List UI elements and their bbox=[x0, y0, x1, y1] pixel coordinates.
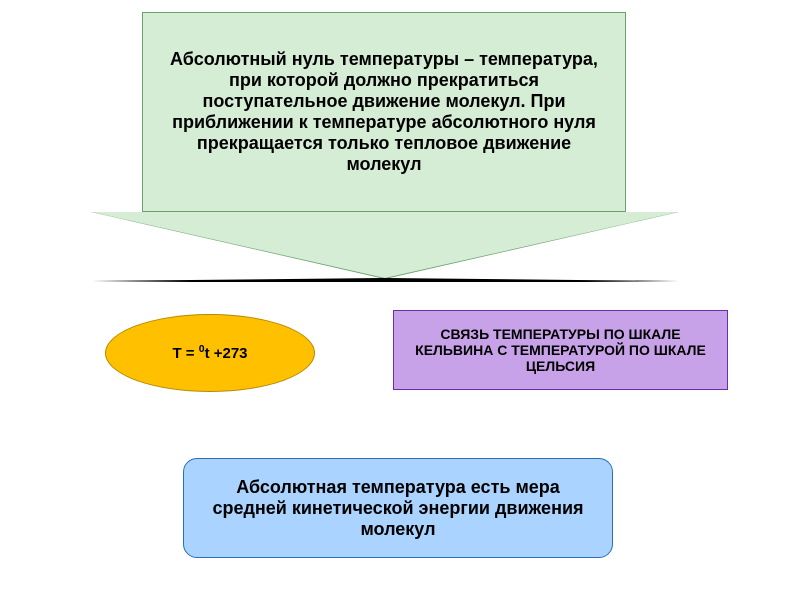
absolute-temp-box: Абсолютная температура есть мера средней… bbox=[183, 458, 613, 558]
kelvin-celsius-text: СВЯЗЬ ТЕМПЕРАТУРЫ ПО ШКАЛЕ КЕЛЬВИНА С ТЕ… bbox=[408, 326, 713, 374]
formula-text: T = 0t +273 bbox=[172, 345, 247, 362]
definition-box: Абсолютный нуль температуры – температур… bbox=[142, 12, 626, 212]
top-box-arrow bbox=[92, 212, 678, 281]
absolute-temp-text: Абсолютная температура есть мера средней… bbox=[204, 477, 592, 540]
kelvin-celsius-box: СВЯЗЬ ТЕМПЕРАТУРЫ ПО ШКАЛЕ КЕЛЬВИНА С ТЕ… bbox=[393, 310, 728, 390]
definition-text: Абсолютный нуль температуры – температур… bbox=[143, 49, 625, 175]
formula-ellipse: T = 0t +273 bbox=[105, 314, 315, 392]
